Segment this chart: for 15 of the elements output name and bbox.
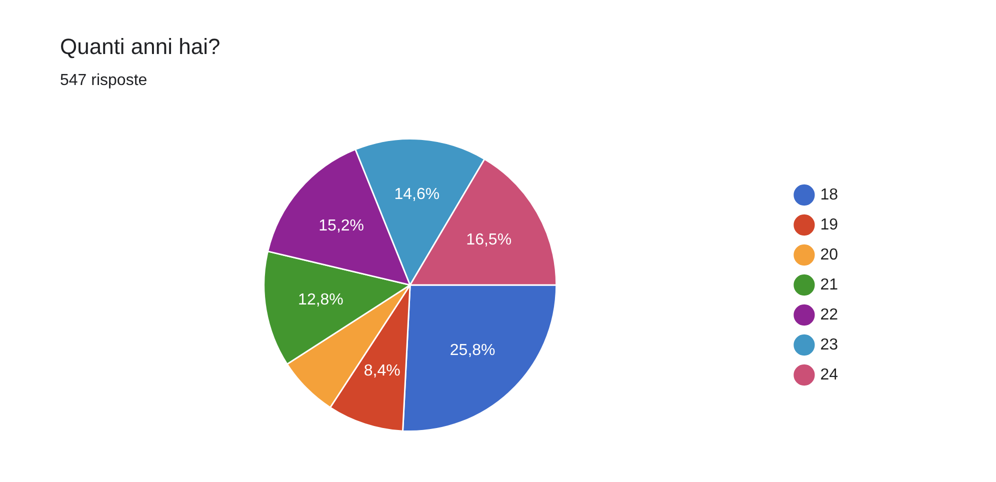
text: 547 risposte [59,71,148,90]
data-label: 14,6% [394,186,440,203]
legend-label: 21 [820,276,838,294]
legend-label: 18 [820,186,838,204]
legend-label: 24 [820,366,838,384]
data-label: 25,8% [450,342,496,360]
legend-label: 19 [820,216,838,234]
chart-title: Quanti anni hai? [59,33,222,60]
data-label: 12,8% [298,292,344,309]
legend-label: 20 [820,246,838,264]
data-label: 15,2% [318,217,364,234]
data-label: 8,4% [364,362,400,380]
legend-label: 23 [820,336,838,354]
data-label: 16,5% [466,231,512,248]
legend-label: 22 [820,306,838,324]
